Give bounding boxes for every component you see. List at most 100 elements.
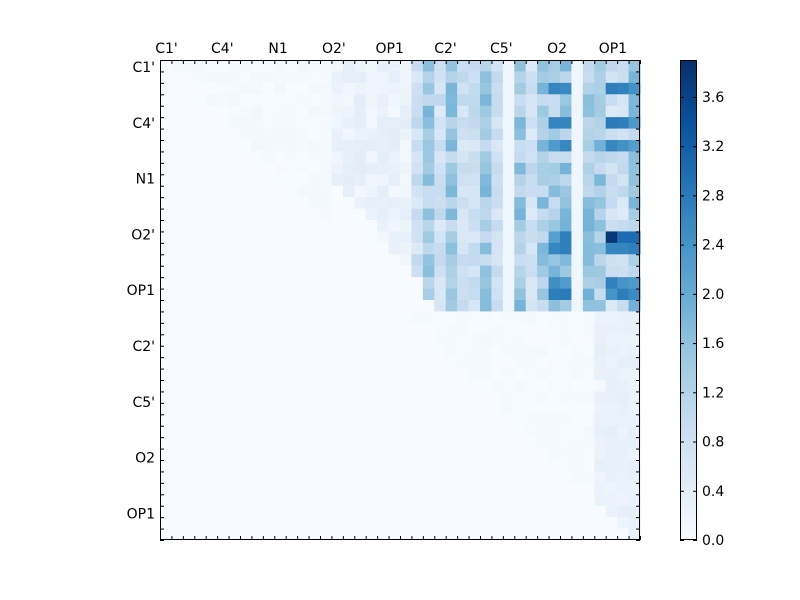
heatmap-cell — [434, 460, 447, 472]
heatmap-cell — [342, 117, 355, 130]
y-tick-label: O2' — [131, 227, 155, 243]
heatmap-cell — [342, 494, 355, 507]
heatmap-cell — [285, 414, 298, 427]
heatmap-cell — [171, 105, 184, 118]
heatmap-cell — [342, 482, 355, 495]
heatmap-cell — [342, 368, 355, 381]
heatmap-cell — [605, 528, 618, 541]
heatmap-cell — [594, 265, 607, 278]
heatmap-cell — [480, 517, 492, 530]
heatmap-cell — [308, 357, 321, 370]
heatmap-cell — [365, 334, 378, 347]
heatmap-cell — [628, 460, 641, 472]
heatmap-cell — [582, 128, 595, 141]
heatmap-cell — [537, 242, 550, 255]
heatmap-cell — [194, 460, 207, 472]
heatmap-cell — [388, 311, 401, 324]
heatmap-cell — [251, 151, 264, 164]
heatmap-cell — [377, 517, 390, 530]
heatmap-cell — [205, 311, 218, 324]
heatmap-cell — [594, 254, 607, 267]
heatmap-cell — [457, 345, 470, 358]
heatmap-cell — [525, 220, 538, 232]
heatmap-cell — [422, 300, 435, 312]
heatmap-cell — [205, 300, 218, 312]
heatmap-cell — [560, 71, 572, 84]
heatmap-cell — [274, 242, 287, 255]
heatmap-cell — [297, 517, 310, 530]
heatmap-cell — [308, 437, 321, 450]
heatmap-cell — [434, 60, 447, 72]
heatmap-cell — [571, 151, 584, 164]
heatmap-cell — [411, 380, 424, 392]
heatmap-cell — [308, 505, 321, 518]
heatmap-cell — [182, 277, 195, 290]
heatmap-cell — [445, 174, 458, 187]
heatmap-cell — [617, 82, 630, 95]
heatmap-cell — [388, 231, 401, 244]
heatmap-cell — [468, 151, 481, 164]
heatmap-cell — [605, 334, 618, 347]
heatmap-cell — [468, 322, 481, 335]
x-tick-label: C2' — [434, 41, 457, 57]
heatmap-cell — [502, 528, 515, 541]
heatmap-cell — [320, 437, 332, 450]
heatmap-cell — [228, 288, 241, 301]
heatmap-cell — [560, 311, 572, 324]
heatmap-cell — [320, 128, 332, 141]
heatmap-cell — [594, 151, 607, 164]
heatmap-cell — [342, 380, 355, 392]
heatmap-cell — [377, 265, 390, 278]
heatmap-cell — [274, 71, 287, 84]
heatmap-cell — [400, 494, 412, 507]
heatmap-cell — [274, 437, 287, 450]
heatmap-cell — [365, 105, 378, 118]
heatmap-cell — [342, 460, 355, 472]
heatmap-cell — [571, 460, 584, 472]
heatmap-cell — [205, 288, 218, 301]
heatmap-cell — [548, 425, 561, 438]
heatmap-cell — [571, 277, 584, 290]
heatmap-cell — [605, 402, 618, 415]
heatmap-cell — [377, 60, 390, 72]
heatmap-cell — [217, 82, 230, 95]
heatmap-cell — [422, 140, 435, 152]
heatmap-cell — [365, 368, 378, 381]
heatmap-cell — [171, 414, 184, 427]
heatmap-cell — [297, 334, 310, 347]
heatmap-cell — [514, 494, 527, 507]
heatmap-cell — [228, 220, 241, 232]
heatmap-cell — [171, 82, 184, 95]
heatmap-cell — [525, 140, 538, 152]
heatmap-cell — [194, 231, 207, 244]
heatmap-cell — [514, 128, 527, 141]
heatmap-cell — [548, 94, 561, 107]
heatmap-cell — [628, 517, 641, 530]
heatmap-cell — [571, 185, 584, 198]
heatmap-cell — [411, 402, 424, 415]
heatmap-cell — [628, 357, 641, 370]
heatmap-cell — [514, 414, 527, 427]
heatmap-cell — [434, 322, 447, 335]
heatmap-cell — [480, 402, 492, 415]
heatmap-cell — [537, 471, 550, 484]
heatmap-cell — [548, 162, 561, 175]
heatmap-cell — [194, 265, 207, 278]
heatmap-cell — [354, 357, 367, 370]
heatmap-cell — [365, 414, 378, 427]
heatmap-cell — [331, 505, 344, 518]
heatmap-cell — [262, 60, 275, 72]
heatmap-cell — [525, 151, 538, 164]
heatmap-cell — [582, 414, 595, 427]
heatmap-cell — [525, 448, 538, 461]
heatmap-cell — [217, 265, 230, 278]
heatmap-cell — [160, 425, 172, 438]
heatmap-cell — [502, 288, 515, 301]
heatmap-cell — [297, 140, 310, 152]
heatmap-cell — [182, 334, 195, 347]
heatmap-cell — [354, 345, 367, 358]
heatmap-cell — [525, 494, 538, 507]
heatmap-cell — [171, 220, 184, 232]
heatmap-cell — [285, 288, 298, 301]
heatmap-cell — [594, 277, 607, 290]
